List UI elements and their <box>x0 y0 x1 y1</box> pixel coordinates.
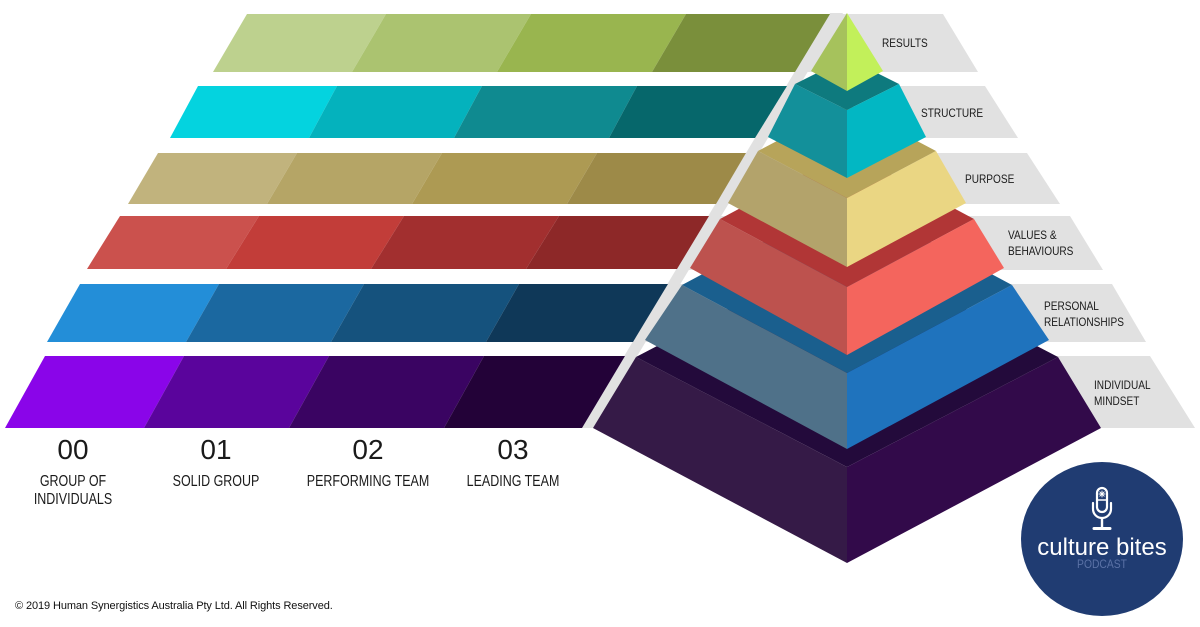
stage-number: 02 <box>352 434 384 465</box>
level-label-line: VALUES & <box>1008 228 1057 242</box>
bar-segment-stage-00 <box>87 216 259 269</box>
bar-segment-stage-01 <box>267 153 442 204</box>
bar-segment-stage-02 <box>412 153 597 204</box>
bar-segment-stage-03 <box>526 216 709 269</box>
stage-label-line: SOLID GROUP <box>172 473 260 490</box>
bar-segment-stage-01 <box>352 14 531 72</box>
bar-segment-stage-00 <box>213 14 386 72</box>
level-label-line: STRUCTURE <box>921 106 984 120</box>
pyramid-right-face <box>847 285 1049 449</box>
level-label-personal-relationships: PERSONAL RELATIONSHIPS <box>1044 298 1139 330</box>
level-label-results: RESULTS <box>882 36 936 50</box>
stage-number: 00 <box>57 434 89 465</box>
bar-segment-stage-01 <box>309 86 482 138</box>
pyramid-right-face <box>847 219 1004 355</box>
pyramid-left-face <box>593 357 847 563</box>
stage-bars <box>5 14 830 428</box>
level-label-individual-mindset: INDIVIDUAL MINDSET <box>1094 377 1161 409</box>
bar-segment-stage-03 <box>609 86 787 138</box>
stage-number: 01 <box>200 434 232 465</box>
copyright-notice: © 2019 Human Synergistics Australia Pty … <box>15 600 333 612</box>
level-label-line: MINDSET <box>1094 394 1140 408</box>
bar-segment-stage-02 <box>454 86 637 138</box>
stage-label-line: GROUP OF <box>39 473 107 490</box>
stage-label-line: INDIVIDUALS <box>33 491 113 508</box>
stage-label: LEADING TEAM <box>428 473 598 491</box>
bar-segment-stage-00 <box>47 284 219 342</box>
bar-segment-stage-02 <box>331 284 519 342</box>
logo-title: culture bites <box>1037 534 1167 561</box>
stage-label-line: PERFORMING TEAM <box>306 473 430 490</box>
level-label-purpose: PURPOSE <box>965 172 1024 186</box>
logo-subtitle-text: PODCAST <box>1077 557 1127 571</box>
culture-bites-logo <box>1021 462 1183 616</box>
bar-segment-stage-00 <box>128 153 297 204</box>
pyramid-level-results <box>811 13 883 91</box>
bar-row-individual-mindset <box>5 356 625 428</box>
bar-segment-stage-02 <box>371 216 559 269</box>
level-label-line: INDIVIDUAL <box>1094 378 1151 392</box>
stage-label: GROUP OF INDIVIDUALS <box>0 473 158 509</box>
level-label-line: RESULTS <box>882 36 928 50</box>
pyramid-left-face <box>645 285 847 449</box>
bar-segment-stage-03 <box>652 14 830 72</box>
level-label-values-behaviours: VALUES & BEHAVIOURS <box>1008 227 1086 259</box>
bar-row-results <box>213 14 830 72</box>
bar-segment-stage-02 <box>289 356 484 428</box>
microphone-icon <box>1091 486 1113 530</box>
level-label-structure: STRUCTURE <box>921 106 995 120</box>
pyramid-right-face <box>847 84 926 178</box>
bar-row-structure <box>170 86 787 138</box>
bar-segment-stage-03 <box>486 284 668 342</box>
stage-03: 03 LEADING TEAM <box>428 434 598 491</box>
bar-segment-stage-01 <box>186 284 364 342</box>
bar-segment-stage-01 <box>144 356 329 428</box>
level-label-line: BEHAVIOURS <box>1008 244 1074 258</box>
pyramid-right-face <box>847 13 883 91</box>
bar-segment-stage-03 <box>567 153 746 204</box>
stage-label: SOLID GROUP <box>131 473 301 491</box>
stage-01: 01 SOLID GROUP <box>131 434 301 491</box>
level-label-line: PURPOSE <box>965 172 1015 186</box>
stage-00: 00 GROUP OF INDIVIDUALS <box>0 434 158 509</box>
stage-02: 02 PERFORMING TEAM <box>283 434 453 491</box>
pyramid-left-face <box>768 84 847 178</box>
bar-segment-stage-03 <box>444 356 625 428</box>
level-label-line: RELATIONSHIPS <box>1044 315 1124 329</box>
pyramid-right-face <box>847 357 1101 563</box>
bar-segment-stage-00 <box>170 86 337 138</box>
logo-subtitle: PODCAST <box>1022 558 1182 570</box>
bar-segment-stage-01 <box>226 216 404 269</box>
level-label-line: PERSONAL <box>1044 299 1099 313</box>
bar-row-purpose <box>128 153 746 204</box>
logo-circle <box>1021 462 1183 616</box>
bar-segment-stage-02 <box>497 14 686 72</box>
stage-label-line: LEADING TEAM <box>466 473 560 490</box>
stage-number: 03 <box>497 434 529 465</box>
bar-row-personal-relationships <box>47 284 668 342</box>
bar-segment-stage-00 <box>5 356 184 428</box>
stage-label: PERFORMING TEAM <box>283 473 453 491</box>
pyramid-right-face <box>847 151 966 267</box>
bar-row-values-behaviours <box>87 216 709 269</box>
pyramid-left-face <box>690 219 847 355</box>
pyramid-left-face <box>728 151 847 267</box>
pyramid-left-face <box>811 13 847 91</box>
pyramid <box>593 13 1101 563</box>
